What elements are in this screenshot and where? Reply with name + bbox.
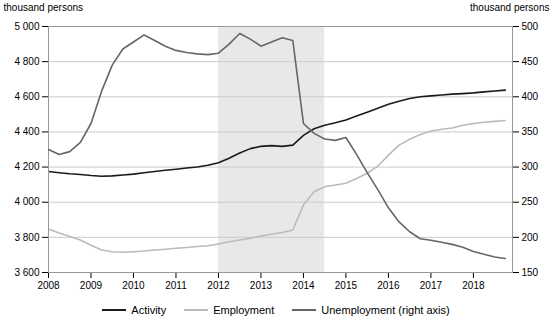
svg-text:3 600: 3 600 xyxy=(14,267,39,278)
svg-text:2018: 2018 xyxy=(462,280,485,291)
svg-text:4 800: 4 800 xyxy=(14,56,39,67)
svg-text:2011: 2011 xyxy=(165,280,187,291)
svg-text:2015: 2015 xyxy=(335,280,358,291)
svg-text:thousand persons: thousand persons xyxy=(4,2,84,13)
svg-text:250: 250 xyxy=(522,196,539,207)
svg-text:2009: 2009 xyxy=(80,280,103,291)
svg-text:5 000: 5 000 xyxy=(14,21,39,32)
svg-text:2014: 2014 xyxy=(292,280,315,291)
svg-text:2010: 2010 xyxy=(122,280,145,291)
svg-text:400: 400 xyxy=(522,91,539,102)
svg-text:3 800: 3 800 xyxy=(14,232,39,243)
svg-text:4 400: 4 400 xyxy=(14,126,39,137)
svg-text:200: 200 xyxy=(522,232,539,243)
svg-text:150: 150 xyxy=(522,267,539,278)
svg-text:thousand persons: thousand persons xyxy=(470,2,550,13)
svg-text:450: 450 xyxy=(522,56,539,67)
svg-text:350: 350 xyxy=(522,126,539,137)
svg-text:4 000: 4 000 xyxy=(14,196,39,207)
svg-text:2013: 2013 xyxy=(250,280,273,291)
html-text:Unemployment (right axis): Unemployment (right axis) xyxy=(321,304,450,316)
svg-text:4 600: 4 600 xyxy=(14,91,39,102)
svg-text:500: 500 xyxy=(522,21,539,32)
svg-text:300: 300 xyxy=(522,161,539,172)
svg-text:2016: 2016 xyxy=(377,280,400,291)
html-text:Employment: Employment xyxy=(213,304,275,316)
svg-text:2017: 2017 xyxy=(420,280,443,291)
svg-text:2008: 2008 xyxy=(37,280,60,291)
html-text:Activity: Activity xyxy=(131,304,167,316)
svg-text:4 200: 4 200 xyxy=(14,161,39,172)
svg-text:2012: 2012 xyxy=(207,280,230,291)
